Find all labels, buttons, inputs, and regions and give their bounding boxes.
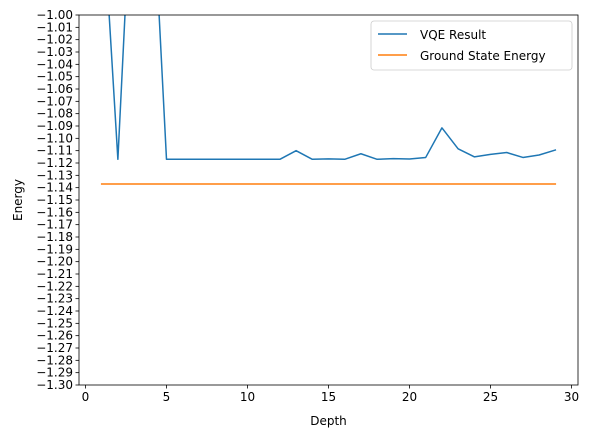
x-tick-label: 15	[321, 390, 336, 404]
x-axis-ticks: 0 5 10 15 20 25 30	[82, 385, 579, 404]
x-tick-label: 25	[483, 390, 498, 404]
legend-label-vqe: VQE Result	[420, 28, 486, 42]
y-axis-label: Energy	[11, 179, 25, 221]
legend-label-ground-state: Ground State Energy	[420, 49, 546, 63]
x-tick-label: 5	[163, 390, 171, 404]
y-tick-label: −1.30	[36, 378, 73, 392]
x-tick-label: 0	[82, 390, 90, 404]
x-axis-label: Depth	[310, 414, 347, 428]
plot-frame	[79, 15, 578, 385]
x-tick-label: 10	[240, 390, 255, 404]
y-axis-ticks: −1.00−1.01−1.02−1.03−1.04−1.05−1.06−1.07…	[36, 8, 79, 392]
x-tick-label: 30	[564, 390, 579, 404]
x-tick-label: 20	[402, 390, 417, 404]
legend: VQE Result Ground State Energy	[371, 21, 572, 70]
